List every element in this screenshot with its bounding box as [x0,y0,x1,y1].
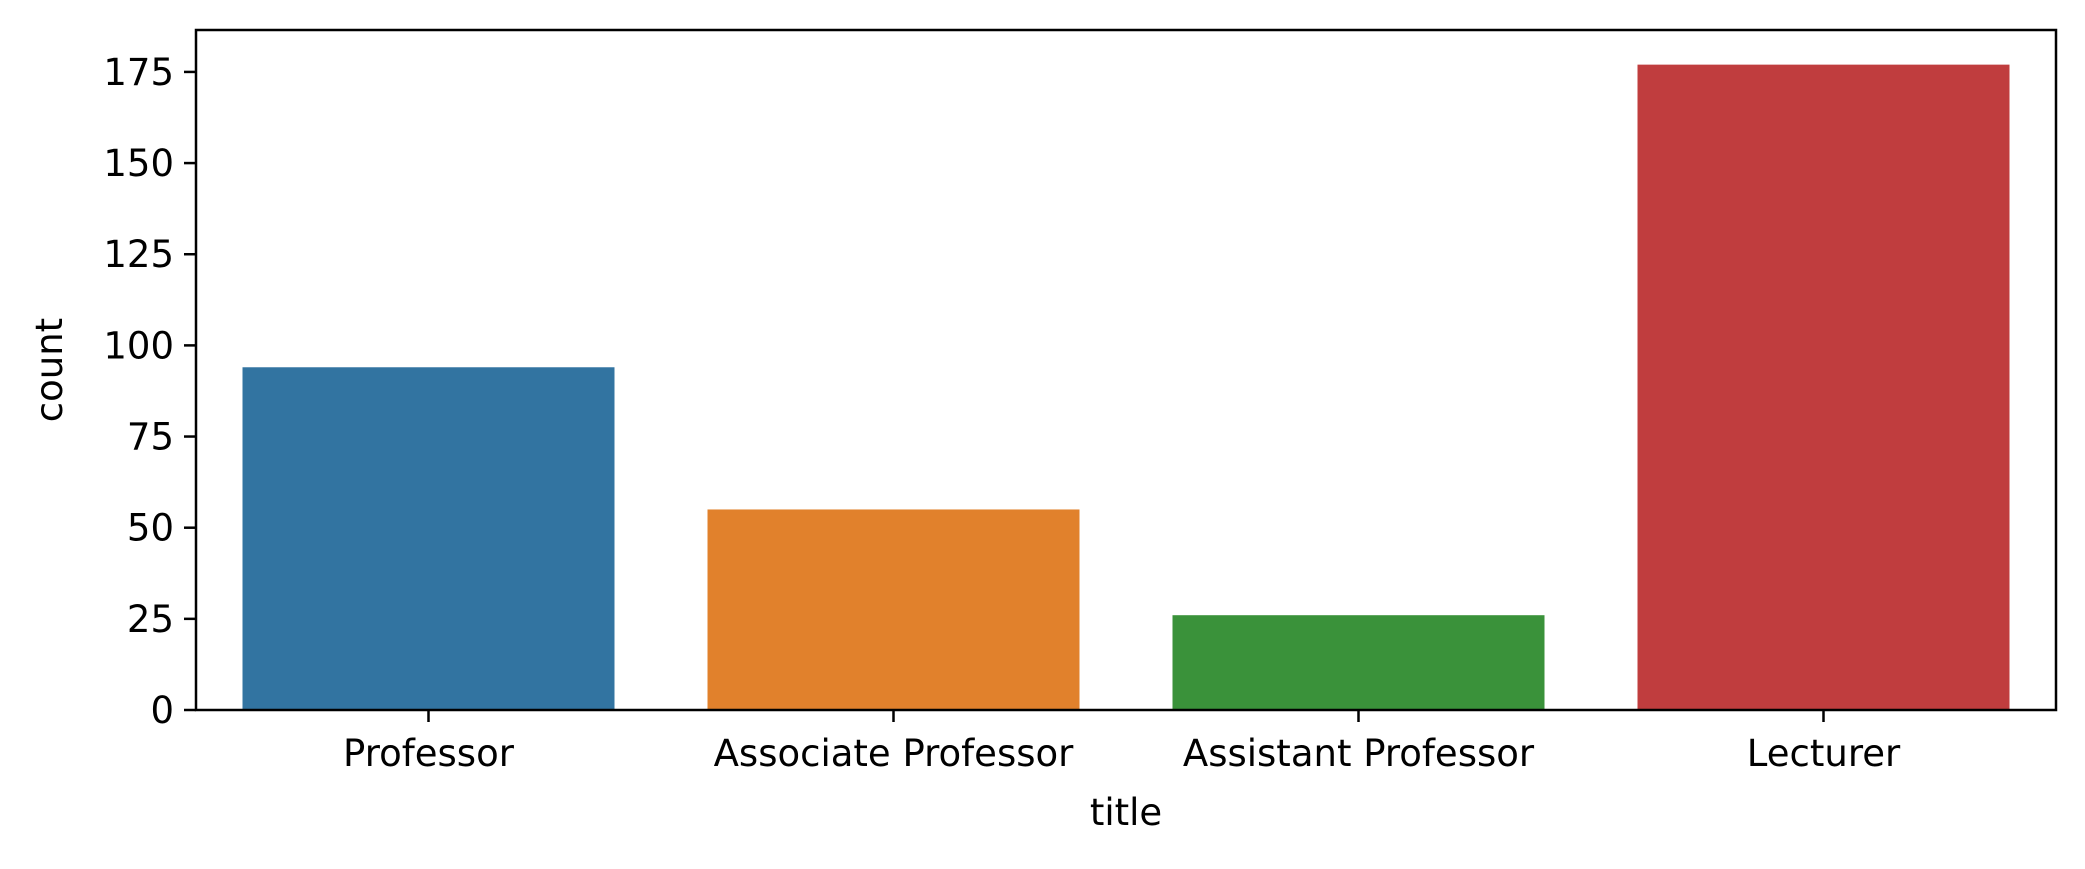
y-tick-label: 125 [103,233,174,276]
bar-associate-professor [707,509,1080,710]
bar-assistant-professor [1172,615,1545,710]
y-tick-label: 50 [127,507,174,550]
bar-lecturer [1637,64,2010,711]
bars-layer [242,64,2010,711]
y-axis-label: count [28,318,71,422]
y-tick-label: 25 [127,598,174,641]
x-tick-label: Associate Professor [714,732,1075,775]
y-tick-label: 0 [150,689,174,732]
ticks-layer: Professor Associate Professor Assistant Pr… [103,51,1901,775]
y-tick-label: 150 [103,142,174,185]
x-tick-label: Lecturer [1747,732,1901,775]
y-tick-label: 175 [103,51,174,94]
x-axis-label: title [1090,791,1162,834]
x-tick-label: Professor [343,732,515,775]
y-tick-label: 75 [127,416,174,459]
plot-frame [194,28,2058,712]
y-tick-label: 100 [103,324,174,367]
x-tick-label: Assistant Professor [1183,732,1535,775]
bar-professor [242,367,615,710]
